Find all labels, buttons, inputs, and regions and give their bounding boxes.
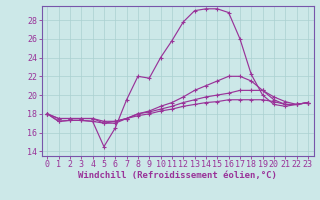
X-axis label: Windchill (Refroidissement éolien,°C): Windchill (Refroidissement éolien,°C) xyxy=(78,171,277,180)
